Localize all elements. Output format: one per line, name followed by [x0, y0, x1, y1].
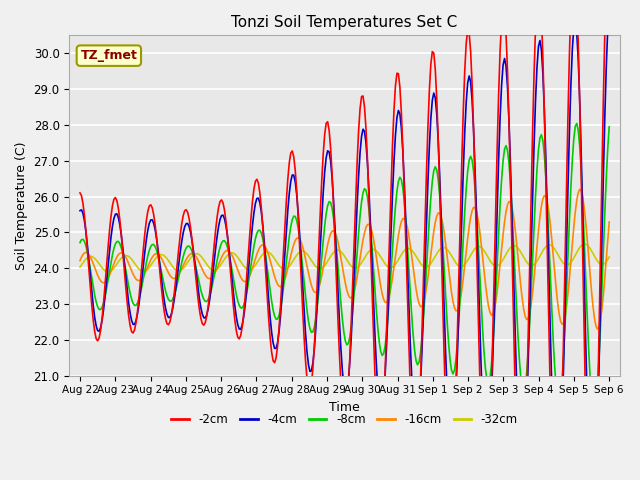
- Legend: -2cm, -4cm, -8cm, -16cm, -32cm: -2cm, -4cm, -8cm, -16cm, -32cm: [166, 408, 523, 431]
- X-axis label: Time: Time: [329, 401, 360, 414]
- Y-axis label: Soil Temperature (C): Soil Temperature (C): [15, 141, 28, 270]
- Text: TZ_fmet: TZ_fmet: [81, 49, 138, 62]
- Title: Tonzi Soil Temperatures Set C: Tonzi Soil Temperatures Set C: [232, 15, 458, 30]
